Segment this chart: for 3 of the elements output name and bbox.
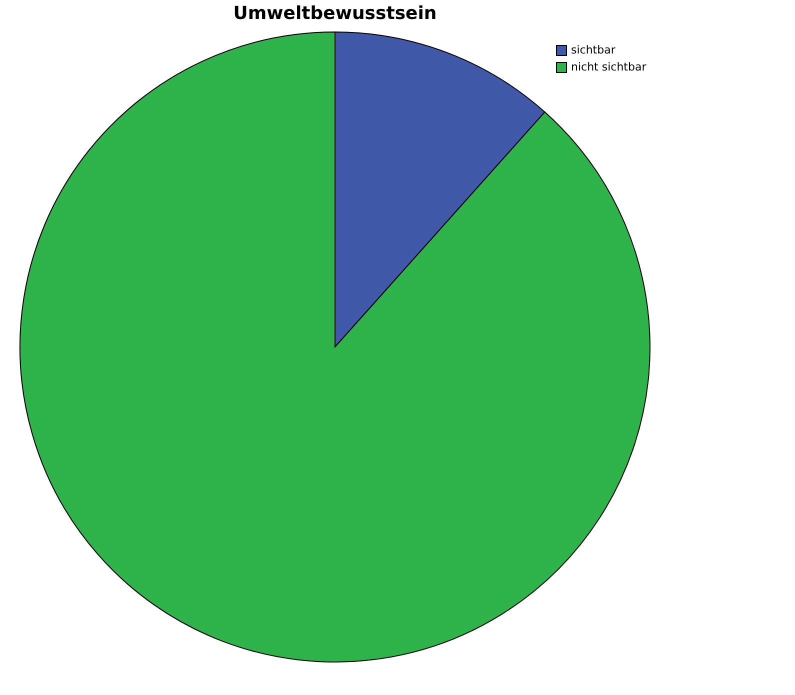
chart-title: Umweltbewusstsein (233, 3, 437, 24)
legend-label: sichtbar (571, 44, 616, 56)
legend-label: nicht sichtbar (571, 60, 647, 74)
